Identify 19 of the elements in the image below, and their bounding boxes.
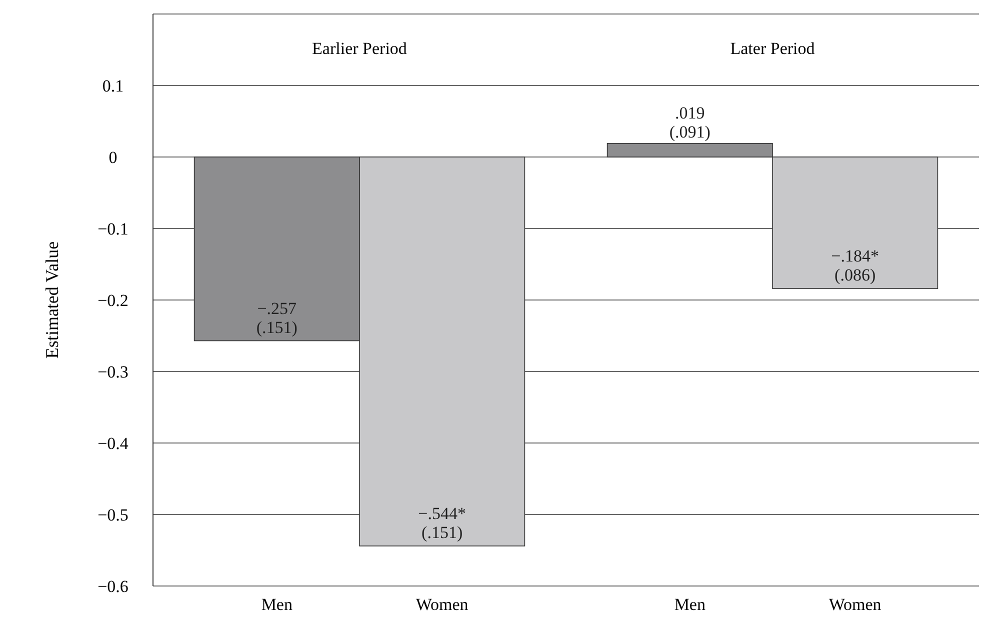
y-tick-label: −0.4	[98, 434, 129, 453]
annotation: Later Period	[730, 39, 816, 58]
data-label: −.544* (.151)	[418, 504, 466, 542]
y-tick-label: −0.5	[98, 506, 128, 524]
data-label: .019 (.091)	[669, 103, 710, 142]
annotation: Earlier Period	[312, 39, 408, 58]
y-tick-label: −0.6	[98, 577, 128, 596]
y-tick-label: −0.3	[98, 362, 128, 382]
y-tick-label: 0.1	[102, 76, 124, 96]
x-tick-label: Women	[828, 595, 882, 614]
x-tick-label: Men	[674, 595, 706, 614]
y-tick-label: −0.2	[98, 291, 128, 310]
x-tick-label: Women	[416, 595, 469, 614]
x-tick-label: Men	[261, 595, 293, 614]
y-tick-label: −0.1	[98, 220, 128, 238]
y-axis-title: Estimated Value	[42, 241, 62, 359]
data-label: −.184* (.086)	[831, 246, 880, 285]
data-label: −.257 (.151)	[256, 298, 298, 337]
y-tick-label: 0	[108, 148, 118, 167]
